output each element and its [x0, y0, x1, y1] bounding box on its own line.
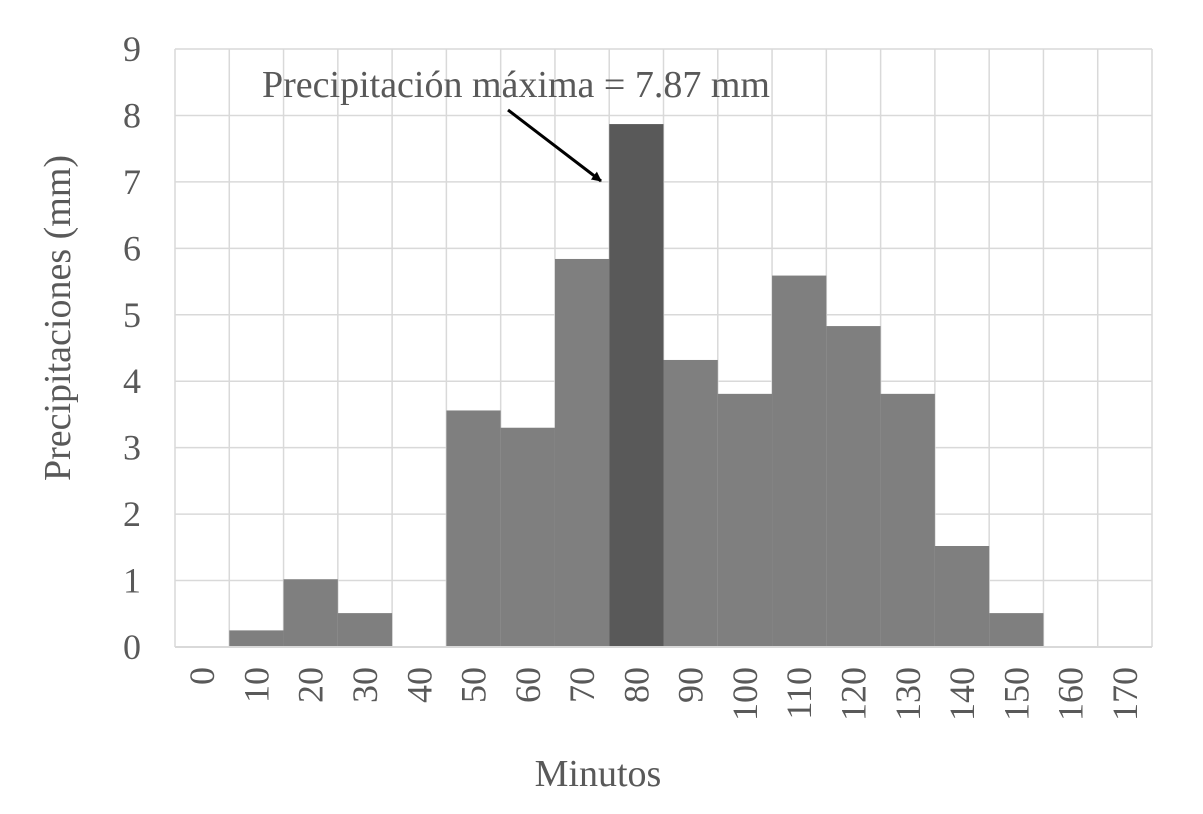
x-tick-label: 110 — [779, 667, 819, 720]
y-tick-label: 4 — [123, 361, 141, 401]
x-tick-label: 150 — [996, 667, 1036, 721]
x-tick-label: 50 — [454, 667, 494, 703]
x-tick-label: 170 — [1105, 667, 1145, 721]
x-tick-label: 100 — [725, 667, 765, 721]
bar — [337, 613, 393, 647]
y-tick-label: 5 — [123, 295, 141, 335]
x-tick-label: 160 — [1051, 667, 1091, 721]
bar — [880, 393, 935, 647]
y-tick-label: 7 — [123, 162, 141, 202]
y-tick-label: 2 — [123, 494, 141, 534]
y-tick-label: 9 — [123, 29, 141, 69]
x-tick-label: 60 — [508, 667, 548, 703]
y-tick-label: 0 — [123, 627, 141, 667]
x-tick-label: 80 — [616, 667, 656, 703]
x-tick-label: 10 — [236, 667, 276, 703]
annotation-arrow — [507, 108, 602, 183]
x-tick-label: 30 — [345, 667, 385, 703]
x-tick-label: 70 — [562, 667, 602, 703]
bar — [554, 258, 610, 647]
y-axis-title: Precipitaciones (mm) — [37, 155, 79, 481]
x-tick-label: 90 — [671, 667, 711, 703]
x-tick-label: 20 — [291, 667, 331, 703]
y-tick-label: 6 — [123, 228, 141, 268]
bar — [500, 427, 555, 647]
x-tick-label: 40 — [399, 667, 439, 703]
bar — [934, 546, 990, 647]
bar — [446, 410, 501, 647]
bar — [283, 579, 338, 647]
x-tick-label: 0 — [182, 667, 222, 685]
bars — [229, 124, 1044, 648]
bar — [717, 393, 773, 647]
x-tick-label: 120 — [833, 667, 873, 721]
y-tick-label: 8 — [123, 95, 141, 135]
bar — [826, 326, 881, 647]
bar — [772, 275, 827, 647]
x-tick-label: 140 — [942, 667, 982, 721]
y-tick-label: 3 — [123, 428, 141, 468]
x-tick-label: 130 — [888, 667, 928, 721]
y-tick-label: 1 — [123, 561, 141, 601]
x-axis-title: Minutos — [535, 753, 662, 795]
max-precipitation-annotation: Precipitación máxima = 7.87 mm — [262, 64, 770, 106]
bar — [663, 359, 718, 647]
bar — [989, 613, 1044, 647]
bar — [229, 630, 284, 647]
bar-max — [609, 124, 664, 648]
